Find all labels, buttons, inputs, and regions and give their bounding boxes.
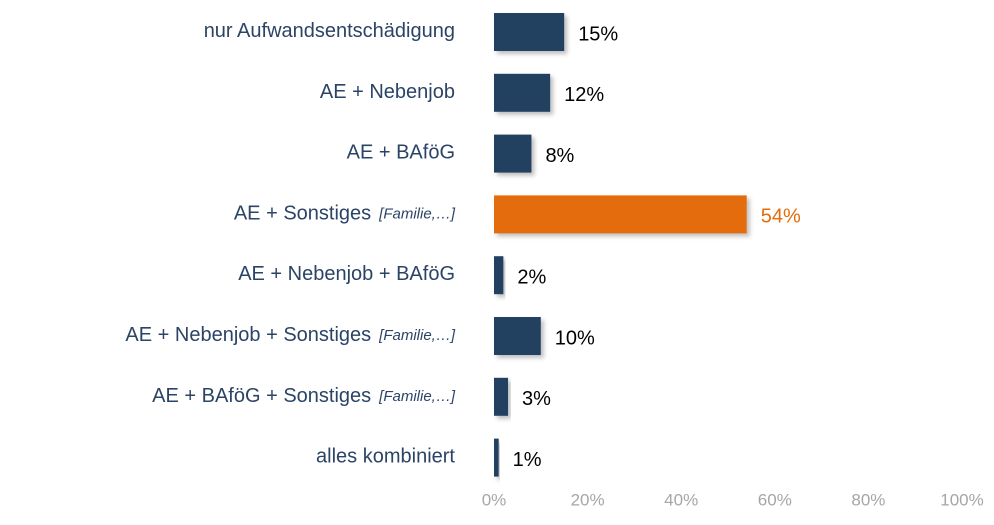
x-tick-label: 40% — [664, 490, 698, 509]
x-tick-label: 0% — [482, 490, 507, 509]
bar — [494, 438, 499, 477]
category-label: AE + Nebenjob + Sonstiges [Familie,…] — [125, 324, 455, 346]
category-name: AE + BAföG + Sonstiges — [152, 385, 371, 407]
bar — [494, 256, 504, 295]
category-note: [Familie,…] — [378, 388, 456, 405]
category-label: nur Aufwandsentschädigung — [204, 20, 455, 42]
x-tick-label: 80% — [851, 490, 885, 509]
bar — [494, 13, 565, 51]
category-name: AE + Nebenjob + BAföG — [238, 263, 455, 285]
value-label: 1% — [513, 449, 542, 471]
category-label: AE + Nebenjob — [320, 81, 455, 103]
category-name: AE + Sonstiges — [234, 203, 371, 225]
bar — [494, 195, 747, 234]
value-label: 3% — [522, 388, 551, 410]
category-name: AE + Nebenjob — [320, 81, 455, 103]
category-note: [Familie,…] — [378, 205, 456, 222]
category-name: alles kombiniert — [316, 446, 455, 468]
bar — [494, 317, 541, 355]
category-label: AE + BAföG + Sonstiges [Familie,…] — [152, 385, 456, 407]
bar — [494, 377, 509, 416]
bar — [494, 134, 532, 173]
bar — [494, 73, 551, 112]
category-label: alles kombiniert — [316, 446, 455, 468]
category-note: [Familie,…] — [378, 327, 456, 344]
value-label: 12% — [564, 84, 604, 106]
category-name: AE + BAföG — [347, 142, 455, 164]
value-label: 2% — [517, 266, 546, 288]
category-name: AE + Nebenjob + Sonstiges — [125, 324, 371, 346]
category-name: nur Aufwandsentschädigung — [204, 20, 455, 42]
x-tick-label: 20% — [571, 490, 605, 509]
value-label: 10% — [555, 327, 595, 349]
value-label: 15% — [578, 23, 618, 45]
category-label: AE + BAföG — [347, 142, 455, 164]
x-tick-label: 60% — [758, 490, 792, 509]
x-tick-label: 100% — [940, 490, 983, 509]
category-label: AE + Sonstiges [Familie,…] — [234, 203, 456, 225]
value-label: 8% — [545, 145, 574, 167]
value-label: 54% — [761, 206, 801, 228]
category-label: AE + Nebenjob + BAföG — [238, 263, 455, 285]
